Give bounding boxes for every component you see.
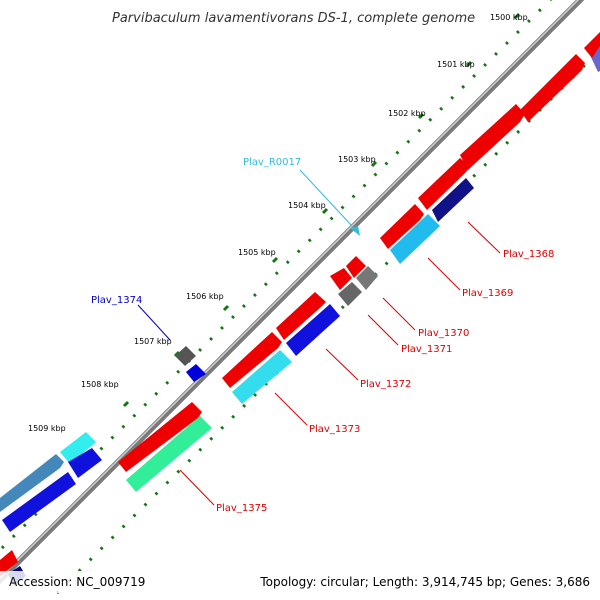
tick-label-1504: 1504 kbp xyxy=(288,201,326,210)
cds-arrow xyxy=(418,158,470,210)
cds-arrow xyxy=(175,346,196,366)
gene-label-plav-1371: Plav_1371 xyxy=(401,344,452,355)
cds-arrow xyxy=(232,350,292,404)
cds-arrow xyxy=(338,282,362,306)
gene-label-plav-1370: Plav_1370 xyxy=(418,328,469,339)
cds-arrow xyxy=(222,332,282,388)
gene-label-plav-1368: Plav_1368 xyxy=(503,249,554,260)
tick-marks xyxy=(70,12,521,454)
gene-label-plav-1374: Plav_1374 xyxy=(91,295,142,306)
tick-label-1503: 1503 kbp xyxy=(338,155,376,164)
cds-arrow xyxy=(330,268,352,290)
gene-label-plav-1375: Plav_1375 xyxy=(216,503,267,514)
footer-background xyxy=(0,571,600,593)
accession-text: Accession: NC_009719 xyxy=(9,575,145,589)
gene-label-plav-1373: Plav_1373 xyxy=(309,424,360,435)
tick-label-1501: 1501 kbp xyxy=(437,60,475,69)
tick-label-1506: 1506 kbp xyxy=(186,292,224,301)
cds-arrow xyxy=(286,304,340,356)
cds-arrow xyxy=(186,364,206,382)
cds-arrow xyxy=(0,550,18,576)
tick-labels: 1500 kbp 1501 kbp 1502 kbp 1503 kbp 1504… xyxy=(28,13,528,433)
cds-arrow xyxy=(356,266,378,290)
cds-arrow xyxy=(590,45,600,72)
gene-label-plav-1372: Plav_1372 xyxy=(360,379,411,390)
cds-arrow xyxy=(118,402,202,472)
cds-arrow xyxy=(390,214,440,264)
tick-label-1500: 1500 kbp xyxy=(490,13,528,22)
tick-label-1505: 1505 kbp xyxy=(238,248,276,257)
cds-arrow xyxy=(380,204,424,249)
tick-label-1508: 1508 kbp xyxy=(81,380,119,389)
cds-arrow xyxy=(346,256,366,278)
cds-arrow xyxy=(126,416,212,492)
cds-features xyxy=(0,32,600,586)
gene-label-plav-r0017: Plav_R0017 xyxy=(243,157,301,168)
map-title: Parvibaculum lavamentivorans DS-1, compl… xyxy=(112,11,475,26)
cds-arrow xyxy=(584,32,600,58)
cds-arrow xyxy=(60,432,96,464)
tick-label-1502: 1502 kbp xyxy=(388,109,426,118)
cds-arrow xyxy=(68,448,102,478)
summary-text: Topology: circular; Length: 3,914,745 bp… xyxy=(259,575,590,589)
rna-marker xyxy=(350,226,360,236)
leader-lines xyxy=(137,169,501,506)
cds-arrow xyxy=(276,292,326,340)
gene-label-plav-1369: Plav_1369 xyxy=(462,288,513,299)
tick-label-1509: 1509 kbp xyxy=(28,424,66,433)
gene-labels: Plav_R0017 Plav_1374 Plav_1368 Plav_1369… xyxy=(91,157,554,514)
cds-arrow xyxy=(460,104,525,170)
cds-arrow xyxy=(2,472,76,532)
cds-arrow xyxy=(432,178,474,222)
outer-dotted-ring xyxy=(0,0,553,553)
cds-arrow xyxy=(0,454,64,512)
tick-label-1507: 1507 kbp xyxy=(134,337,172,346)
cds-arrow xyxy=(520,54,585,122)
